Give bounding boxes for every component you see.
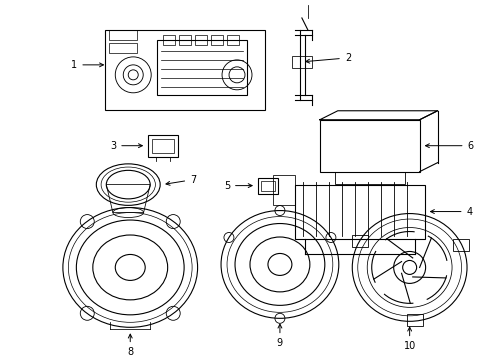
Bar [406,314,422,326]
Bar [258,177,277,194]
Bar [163,35,175,45]
Bar [291,56,311,68]
Bar [334,172,404,184]
Bar [109,30,137,40]
Text: 8: 8 [127,334,133,357]
Text: 5: 5 [224,181,252,190]
Bar [294,185,424,239]
Bar [211,35,223,45]
Bar [261,181,274,190]
Bar [272,175,294,204]
Bar [452,239,468,251]
Text: 4: 4 [429,207,472,217]
Bar [148,135,178,157]
Text: 2: 2 [305,53,350,63]
Text: 1: 1 [71,60,103,70]
Bar [109,43,137,53]
Bar [152,139,174,153]
Bar [195,35,206,45]
Bar [226,35,239,45]
Text: 10: 10 [403,327,415,351]
Text: 6: 6 [425,141,473,151]
Bar [105,30,264,110]
Text: 7: 7 [165,175,196,185]
Text: 9: 9 [276,324,283,348]
Text: 3: 3 [110,141,142,151]
Bar [179,35,191,45]
Bar [319,120,419,172]
Bar [352,235,367,247]
Bar [157,40,246,95]
